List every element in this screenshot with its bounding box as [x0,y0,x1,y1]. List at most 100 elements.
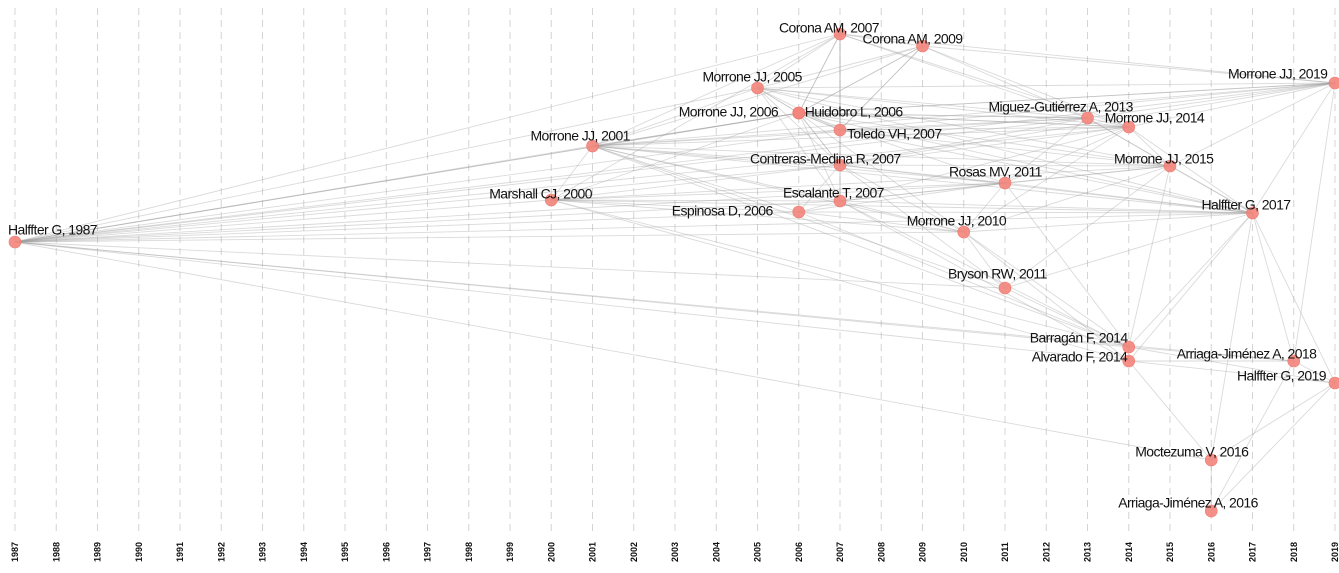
node-espinosa2006[interactable] [792,205,806,219]
publication-nodes [8,27,1339,518]
node-halffter1987[interactable] [8,235,22,249]
node-rosas2011[interactable] [998,176,1012,190]
year-tick-label: 2004 [711,542,721,562]
node-corona2009[interactable] [916,39,929,53]
node-label-contreras2007: Contreras-Medina R, 2007 [750,151,901,167]
node-contreras2007[interactable] [833,158,847,172]
edge-rosas2011-halffter2017 [1004,182,1253,214]
node-alvarado2014[interactable] [1122,354,1136,368]
edge-contreras2007-miguez2013 [839,117,1088,166]
edge-morrone2001-corona2007 [592,33,841,147]
edge-contreras2007-morrone2010 [839,164,964,233]
edge-huidobro2006-morrone2014 [798,112,1129,128]
edge-marshall2000-morrone2001 [550,145,593,201]
edge-morrone2005-escalante2007 [757,87,841,202]
node-morrone2019[interactable] [1328,76,1339,90]
node-label-rosas2011: Rosas MV, 2011 [949,164,1043,180]
node-toledo2007[interactable] [833,123,847,137]
year-tick-label: 1991 [175,542,185,562]
node-arriaga2018[interactable] [1287,354,1301,368]
edge-marshall2000-morrone2015 [551,165,1171,201]
year-tick-label: 1992 [216,542,226,562]
edge-miguez2013-morrone2014 [1087,117,1129,128]
node-label-corona2009: Corona AM, 2009 [863,31,964,47]
edge-contreras2007-bryson2011 [839,164,1006,289]
edge-morrone2006-contreras2007 [798,112,841,166]
edge-morrone2010-bryson2011 [963,231,1006,289]
edge-huidobro2006-corona2009 [798,45,923,114]
node-label-morrone2015: Morrone JJ, 2015 [1114,151,1214,167]
edge-barragan2014-arriaga2018 [1128,346,1294,362]
node-marshall2000[interactable] [544,193,558,207]
edge-huidobro2006-contreras2007 [798,112,841,166]
edge-morrone2001-corona2009 [592,45,923,147]
edge-morrone2005-morrone2006 [757,87,799,114]
node-label-barragan2014: Barragán F, 2014 [1030,330,1129,346]
edge-marshall2000-huidobro2006 [551,112,799,201]
edge-morrone2001-huidobro2006 [592,112,799,147]
edge-halffter2017-arriaga2018 [1252,212,1295,362]
edge-morrone2005-morrone2014 [757,87,1129,128]
node-morrone2014[interactable] [1122,120,1136,134]
node-escalante2007[interactable] [833,194,847,208]
year-tick-label: 2010 [959,542,969,562]
edge-marshall2000-espinosa2006 [551,199,799,213]
edge-corona2009-morrone2019 [922,45,1336,84]
edge-rosas2011-morrone2015 [1004,165,1171,184]
year-gridlines [14,8,1336,532]
edge-corona2009-miguez2013 [922,45,1088,119]
edge-contreras2007-halffter2017 [839,164,1253,214]
edge-rosas2011-barragan2014 [1004,182,1130,348]
edge-morrone2006-morrone2019 [798,82,1336,114]
edge-corona2007-miguez2013 [839,33,1088,119]
edge-morrone2001-morrone2006 [592,112,799,147]
node-moctezuma2016[interactable] [1204,453,1218,467]
node-morrone2015[interactable] [1163,159,1177,173]
year-tick-label: 2014 [1124,542,1134,562]
node-label-arriaga2018: Arriaga-Jiménez A, 2018 [1177,346,1317,362]
node-barragan2014[interactable] [1122,340,1136,354]
edge-halffter1987-escalante2007 [14,200,841,243]
edge-halffter1987-morrone2014 [14,126,1129,243]
edge-espinosa2006-halffter2017 [798,211,1253,214]
year-tick-label: 1993 [258,542,268,562]
edge-bryson2011-morrone2015 [1004,165,1171,289]
edge-marshall2000-escalante2007 [551,199,841,202]
node-morrone2001[interactable] [586,139,599,153]
node-huidobro2006[interactable] [792,106,806,120]
year-tick-label: 2009 [918,542,928,562]
edge-halffter1987-morrone2019 [14,82,1336,243]
edge-toledo2007-halffter2017 [839,129,1253,214]
edge-halffter1987-morrone2005 [14,87,758,243]
node-label-morrone2014: Morrone JJ, 2014 [1105,110,1205,126]
edge-escalante2007-alvarado2014 [839,200,1129,362]
node-halffter2017[interactable] [1246,206,1259,220]
year-tick-label: 1990 [134,542,144,562]
edge-alvarado2014-halffter2019 [1128,360,1336,384]
node-corona2007[interactable] [833,27,847,41]
edge-escalante2007-halffter2017 [839,200,1253,214]
edge-morrone2006-corona2009 [798,45,923,114]
node-label-morrone2005: Morrone JJ, 2005 [703,69,803,85]
node-label-morrone2006: Morrone JJ, 2006 [679,104,779,120]
edge-miguez2013-morrone2015 [1087,117,1171,167]
edge-toledo2007-morrone2019 [839,82,1336,131]
node-halffter2019[interactable] [1328,376,1339,390]
node-morrone2010[interactable] [957,225,971,239]
node-morrone2005[interactable] [751,81,764,95]
edge-toledo2007-morrone2015 [839,129,1171,167]
year-tick-label: 2013 [1083,542,1093,562]
edge-corona2009-toledo2007 [839,45,923,131]
node-label-halffter2019: Halffter G, 2019 [1237,368,1327,384]
node-label-moctezuma2016: Moctezuma V, 2016 [1135,444,1249,460]
edge-halffter1987-arriaga2018 [14,241,1294,362]
edge-halffter1987-miguez2013 [14,117,1088,243]
node-bryson2011[interactable] [998,281,1012,295]
edge-marshall2000-alvarado2014 [551,199,1129,362]
edge-morrone2010-rosas2011 [963,182,1006,233]
edge-halffter1987-contreras2007 [14,164,841,243]
node-arriaga2016[interactable] [1204,504,1218,518]
edge-morrone2006-morrone2014 [798,112,1129,128]
edge-contreras2007-rosas2011 [839,164,1006,184]
node-miguez2013[interactable] [1081,111,1094,125]
